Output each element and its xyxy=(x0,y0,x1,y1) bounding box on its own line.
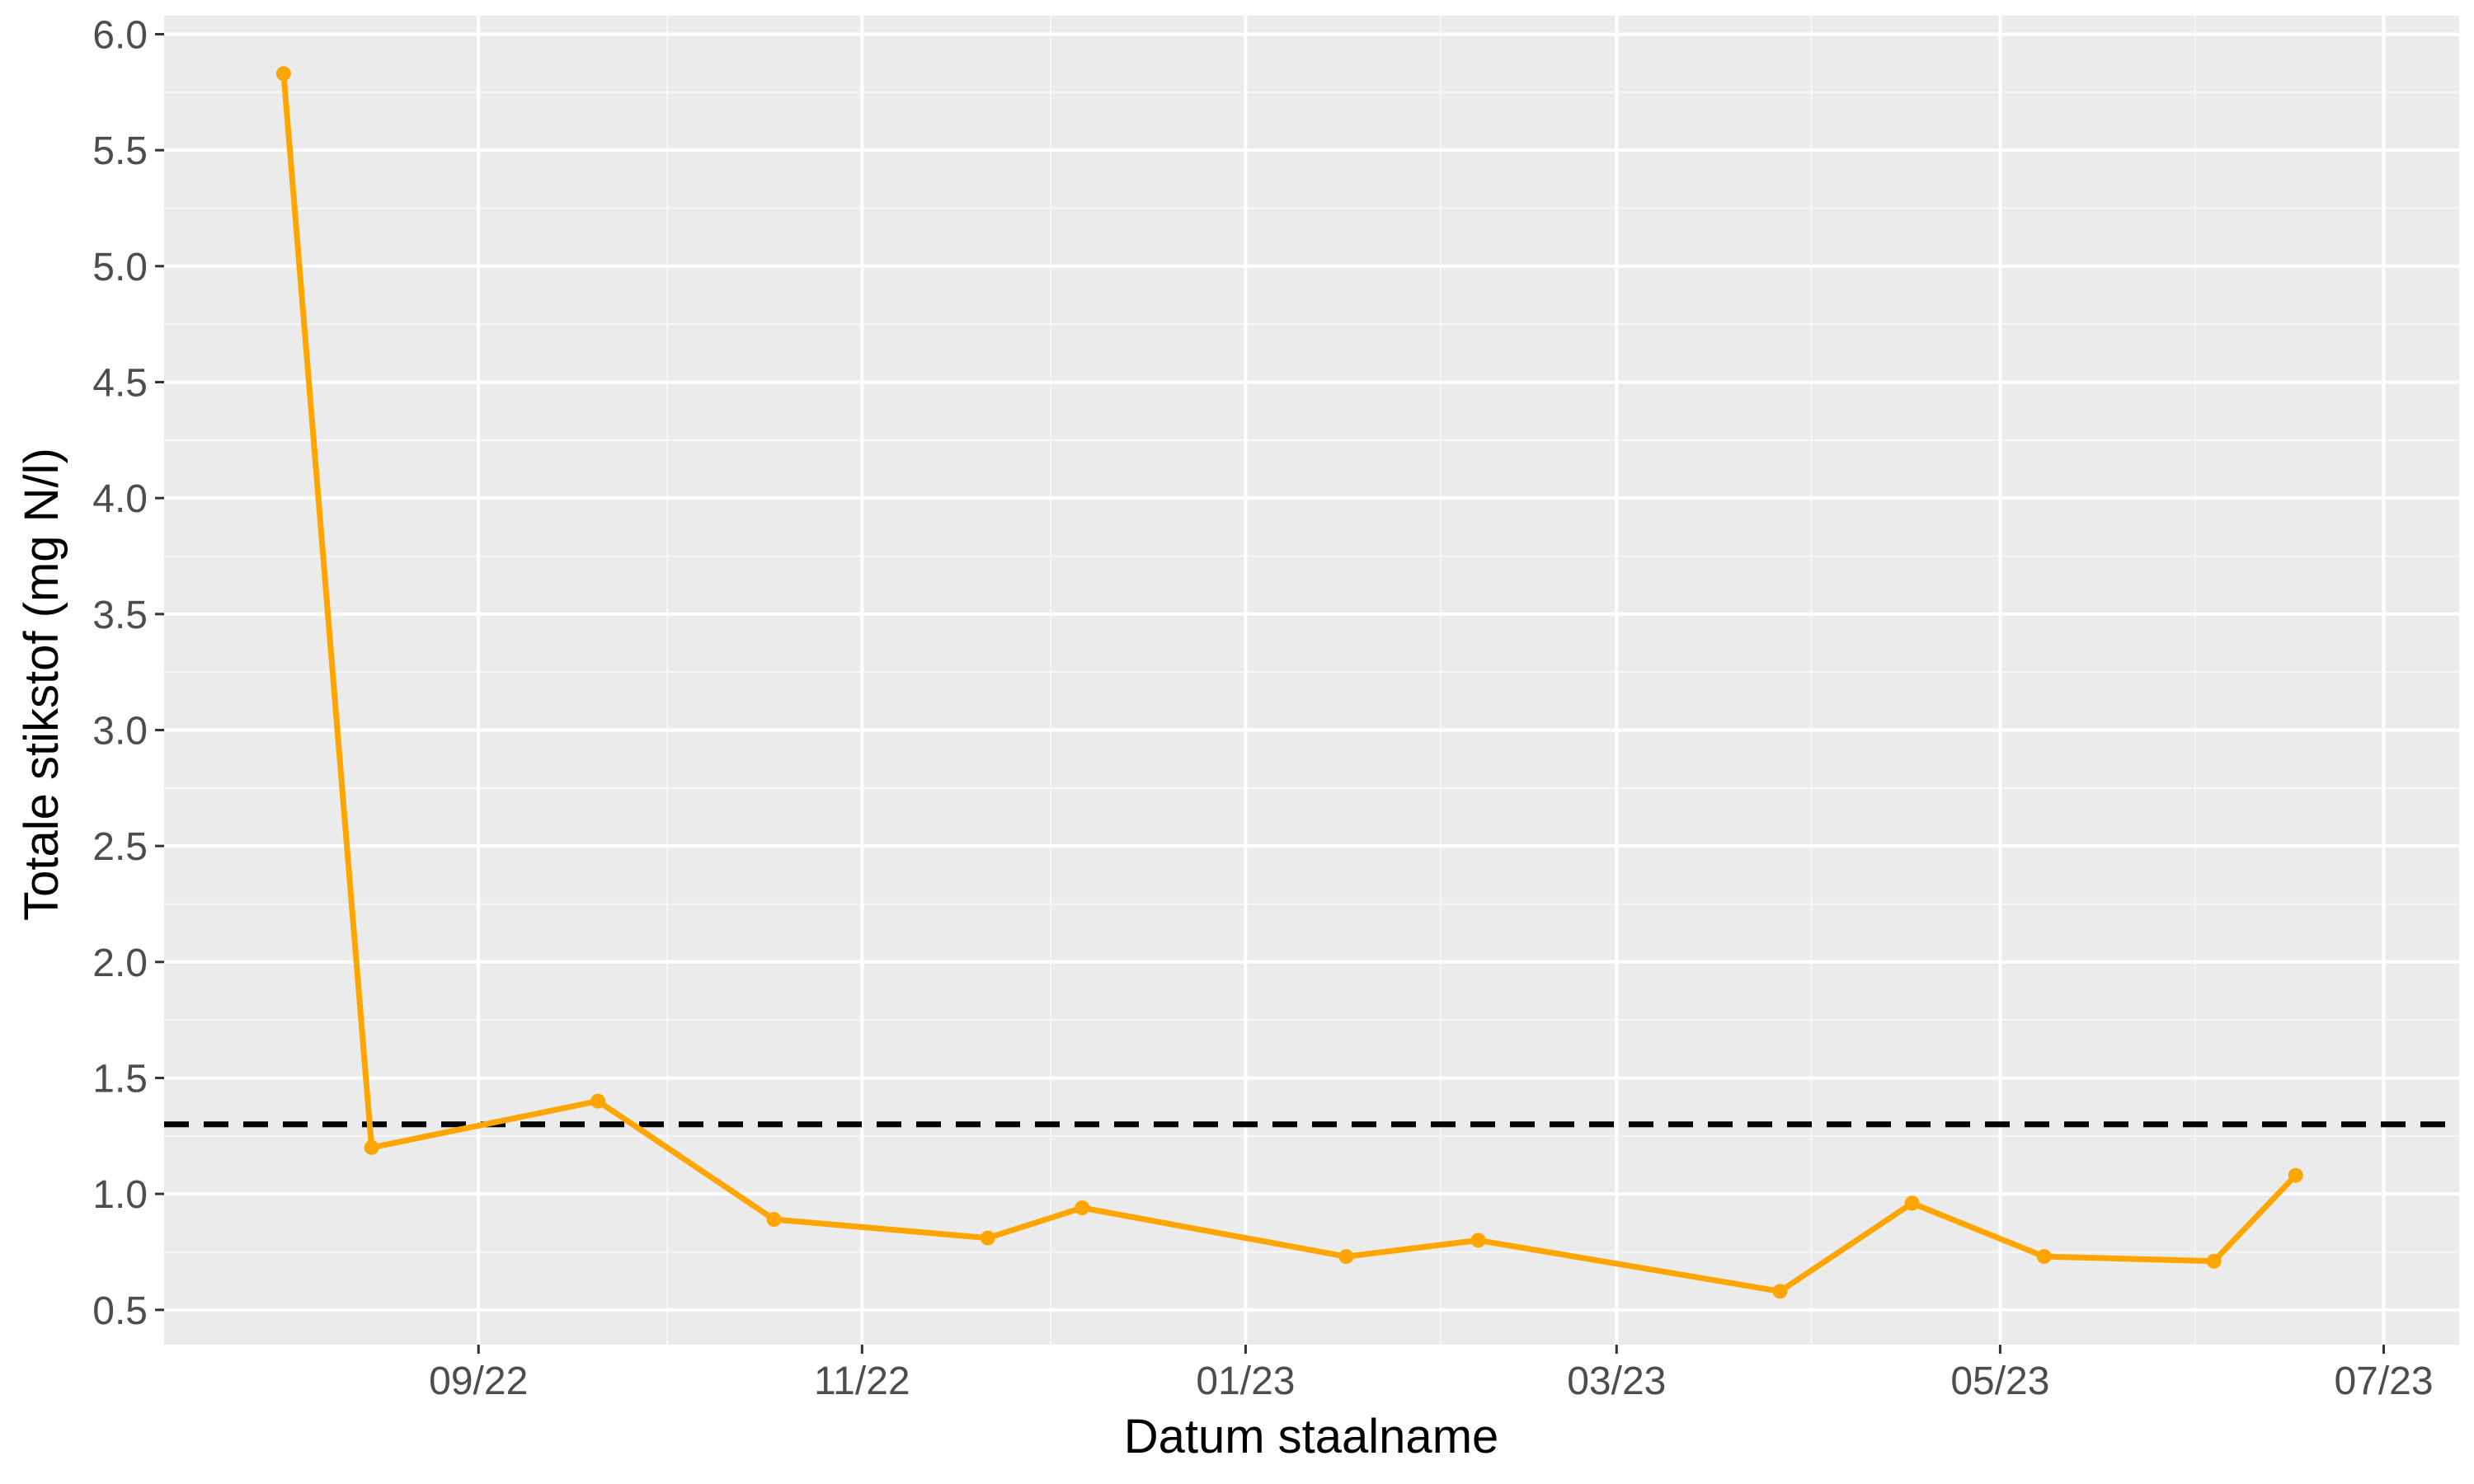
y-tick-label: 0.5 xyxy=(92,1289,148,1333)
data-point xyxy=(1772,1284,1788,1299)
x-tick-label: 07/23 xyxy=(2334,1360,2433,1403)
data-point xyxy=(2288,1167,2303,1183)
data-point xyxy=(590,1093,606,1109)
data-point xyxy=(364,1139,379,1155)
axis-ticks xyxy=(155,33,2386,1354)
y-tick-label: 2.5 xyxy=(92,825,148,869)
y-tick-label: 4.0 xyxy=(92,477,148,521)
x-axis-tick-labels: 09/22 11/22 01/23 03/23 05/23 07/23 xyxy=(429,1360,2433,1403)
y-tick-label: 1.0 xyxy=(92,1173,148,1217)
data-point xyxy=(2036,1249,2052,1265)
data-point xyxy=(275,66,291,82)
x-axis-title: Datum staalname xyxy=(1124,1410,1499,1463)
x-tick-label: 05/23 xyxy=(1950,1360,2049,1403)
y-tick-label: 3.5 xyxy=(92,594,148,637)
y-tick-label: 5.5 xyxy=(92,129,148,173)
data-point xyxy=(766,1212,782,1228)
data-point xyxy=(1470,1233,1486,1248)
y-axis-tick-labels: 0.5 1.0 1.5 2.0 2.5 3.0 3.5 4.0 4.5 5.0 5.5 6.0 xyxy=(92,14,148,1333)
y-tick-label: 2.0 xyxy=(92,942,148,985)
y-tick-label: 4.5 xyxy=(92,361,148,405)
data-point xyxy=(1338,1249,1354,1265)
data-point xyxy=(1904,1195,1920,1211)
data-point xyxy=(980,1230,995,1246)
x-tick-label: 03/23 xyxy=(1567,1360,1666,1403)
y-tick-label: 3.0 xyxy=(92,709,148,753)
x-tick-label: 11/22 xyxy=(814,1360,910,1403)
data-point xyxy=(1075,1200,1090,1216)
plot-panel xyxy=(164,16,2459,1345)
data-point xyxy=(2206,1253,2222,1269)
y-tick-label: 6.0 xyxy=(92,14,148,58)
y-tick-label: 1.5 xyxy=(92,1057,148,1101)
y-axis-title: Totale stikstof (mg N/l) xyxy=(15,448,68,921)
y-tick-label: 5.0 xyxy=(92,246,148,289)
data-points xyxy=(275,66,2303,1299)
x-tick-label: 01/23 xyxy=(1196,1360,1295,1403)
x-tick-label: 09/22 xyxy=(429,1360,528,1403)
